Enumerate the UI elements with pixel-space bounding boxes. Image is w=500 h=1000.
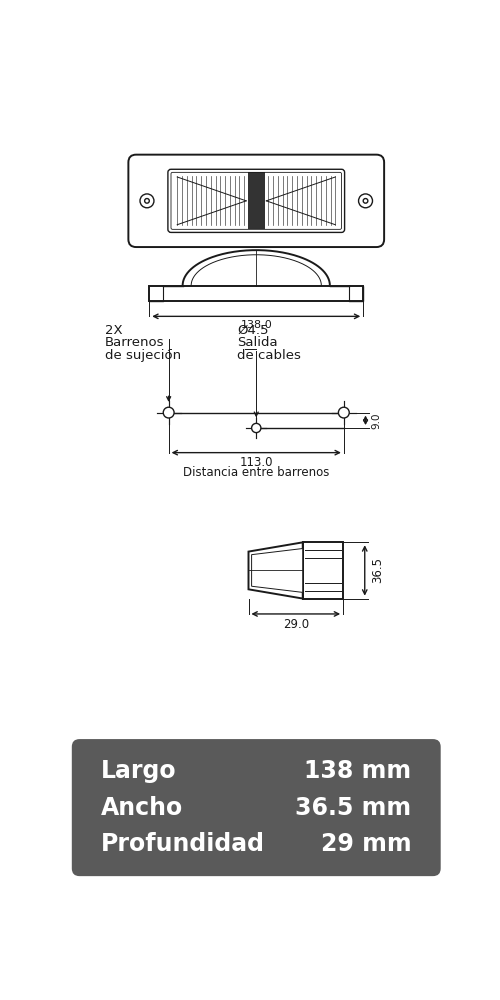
- Circle shape: [252, 423, 261, 433]
- Bar: [349, 286, 363, 301]
- Text: 138.0: 138.0: [240, 320, 272, 330]
- Circle shape: [358, 194, 372, 208]
- Circle shape: [363, 199, 368, 203]
- Text: Distancia entre barrenos: Distancia entre barrenos: [183, 466, 330, 479]
- Text: 9.0: 9.0: [371, 412, 381, 429]
- Text: de sujeción: de sujeción: [105, 349, 181, 362]
- Bar: [150, 286, 363, 301]
- FancyBboxPatch shape: [72, 739, 440, 876]
- Text: Salida: Salida: [237, 336, 278, 349]
- Text: 29 mm: 29 mm: [320, 832, 411, 856]
- Circle shape: [144, 199, 150, 203]
- Bar: [248, 172, 265, 229]
- Polygon shape: [252, 549, 303, 592]
- Text: Ø4.5: Ø4.5: [237, 324, 268, 337]
- Text: 36.5 mm: 36.5 mm: [295, 796, 411, 820]
- Text: Largo: Largo: [101, 759, 177, 783]
- Circle shape: [140, 194, 154, 208]
- FancyBboxPatch shape: [168, 169, 344, 232]
- Text: 113.0: 113.0: [240, 456, 273, 469]
- Text: Ancho: Ancho: [101, 796, 184, 820]
- Text: 138 mm: 138 mm: [304, 759, 411, 783]
- Bar: [150, 286, 163, 301]
- Text: Barrenos: Barrenos: [105, 336, 164, 349]
- Circle shape: [338, 407, 349, 418]
- Bar: [303, 542, 343, 599]
- Text: Profundidad: Profundidad: [101, 832, 265, 856]
- Text: 29.0: 29.0: [282, 618, 309, 631]
- Circle shape: [163, 407, 174, 418]
- FancyBboxPatch shape: [128, 155, 384, 247]
- Text: 36.5: 36.5: [371, 557, 384, 583]
- Text: 2X: 2X: [105, 324, 123, 337]
- Polygon shape: [248, 542, 303, 599]
- Text: de cables: de cables: [237, 349, 301, 362]
